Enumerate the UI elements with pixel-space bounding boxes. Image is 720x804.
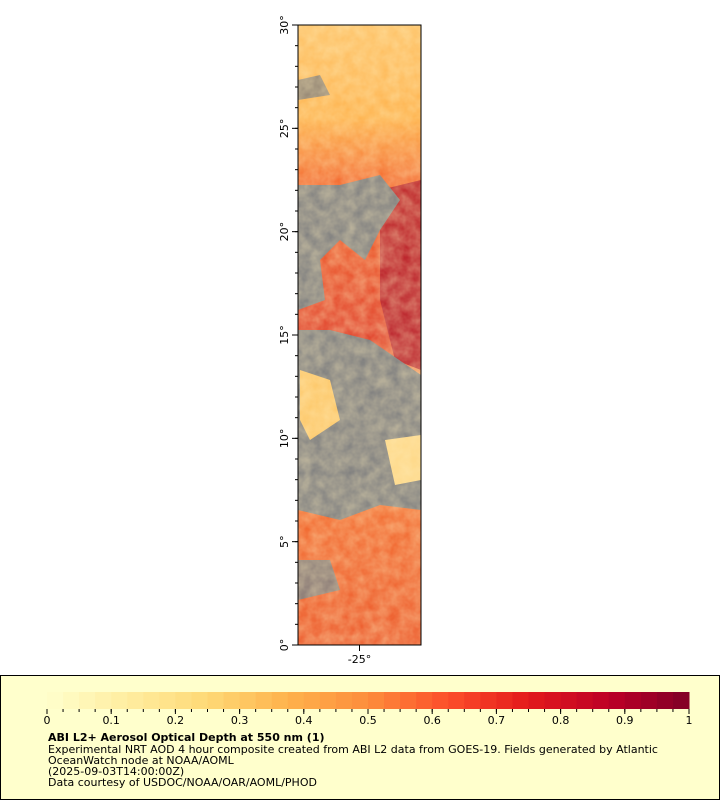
colorbar-tick-label: 0.6 xyxy=(423,714,441,727)
colorbar-step xyxy=(351,692,369,709)
colorbar-step xyxy=(416,692,433,709)
colorbar-step xyxy=(207,692,225,709)
colorbar-step xyxy=(624,692,642,709)
colorbar-step xyxy=(111,692,128,709)
colorbar-tick-label: 1 xyxy=(686,714,693,727)
colorbar-step xyxy=(255,692,273,709)
caption-title: ABI L2+ Aerosol Optical Depth at 550 nm … xyxy=(48,731,325,744)
caption-line: Experimental NRT AOD 4 hour composite cr… xyxy=(48,743,658,756)
colorbar-step xyxy=(223,692,241,709)
colorbar-step xyxy=(448,692,465,709)
colorbar-step xyxy=(560,692,578,709)
colorbar-step xyxy=(127,692,144,709)
colorbar-step xyxy=(672,692,690,709)
colorbar-step xyxy=(95,692,112,709)
colorbar-step xyxy=(368,692,385,709)
colorbar-step xyxy=(640,692,658,709)
colorbar-step xyxy=(608,692,626,709)
colorbar: 0 0.1 0.2 0.3 0.4 0.5 0.6 0.7 0.8 0.9 1 xyxy=(44,692,693,727)
caption-line: (2025-09-03T14:00:00Z) xyxy=(48,765,184,778)
colorbar-step xyxy=(464,692,481,709)
aod-field xyxy=(298,25,421,645)
lat-tick-label: 0° xyxy=(278,639,291,652)
colorbar-step xyxy=(544,692,562,709)
caption-line: OceanWatch node at NOAA/AOML xyxy=(48,754,235,767)
colorbar-step xyxy=(319,692,337,709)
colorbar-step xyxy=(47,692,64,709)
colorbar-step xyxy=(432,692,449,709)
colorbar-step xyxy=(303,692,321,709)
caption-line: Data courtesy of USDOC/NOAA/OAR/AOML/PHO… xyxy=(48,776,317,789)
lat-tick-label: 10° xyxy=(278,429,291,449)
lat-tick-label: 25° xyxy=(278,119,291,139)
colorbar-step xyxy=(400,692,417,709)
colorbar-step xyxy=(79,692,96,709)
colorbar-step xyxy=(143,692,160,709)
colorbar-step xyxy=(512,692,529,709)
colorbar-tick-label: 0 xyxy=(44,714,51,727)
colorbar-step xyxy=(335,692,353,709)
colorbar-tick-label: 0.8 xyxy=(552,714,570,727)
lon-tick-label: -25° xyxy=(348,653,371,666)
colorbar-tick-label: 0.1 xyxy=(102,714,120,727)
lat-tick-label: 15° xyxy=(278,325,291,345)
colorbar-step xyxy=(271,692,289,709)
colorbar-step xyxy=(480,692,497,709)
colorbar-tick-label: 0.9 xyxy=(616,714,634,727)
colorbar-step xyxy=(239,692,257,709)
colorbar-step xyxy=(63,692,80,709)
colorbar-tick-label: 0.5 xyxy=(359,714,377,727)
colorbar-step xyxy=(384,692,401,709)
colorbar-step xyxy=(159,692,176,709)
colorbar-step xyxy=(656,692,674,709)
colorbar-step xyxy=(592,692,610,709)
colorbar-step xyxy=(528,692,546,709)
colorbar-tick-label: 0.7 xyxy=(488,714,506,727)
colorbar-tick-label: 0.3 xyxy=(231,714,249,727)
colorbar-step xyxy=(175,692,192,709)
colorbar-step xyxy=(576,692,594,709)
colorbar-step xyxy=(496,692,513,709)
colorbar-tick-label: 0.4 xyxy=(295,714,313,727)
lat-tick-label: 20° xyxy=(278,222,291,242)
colorbar-tick-label: 0.2 xyxy=(167,714,185,727)
lat-tick-label: 30° xyxy=(278,15,291,35)
texture xyxy=(298,25,421,645)
colorbar-step xyxy=(287,692,305,709)
colorbar-step xyxy=(191,692,208,709)
axes: 0° 5° 10° 15° 20° 25° 30° -25° xyxy=(278,15,371,666)
lat-tick-label: 5° xyxy=(278,535,291,548)
